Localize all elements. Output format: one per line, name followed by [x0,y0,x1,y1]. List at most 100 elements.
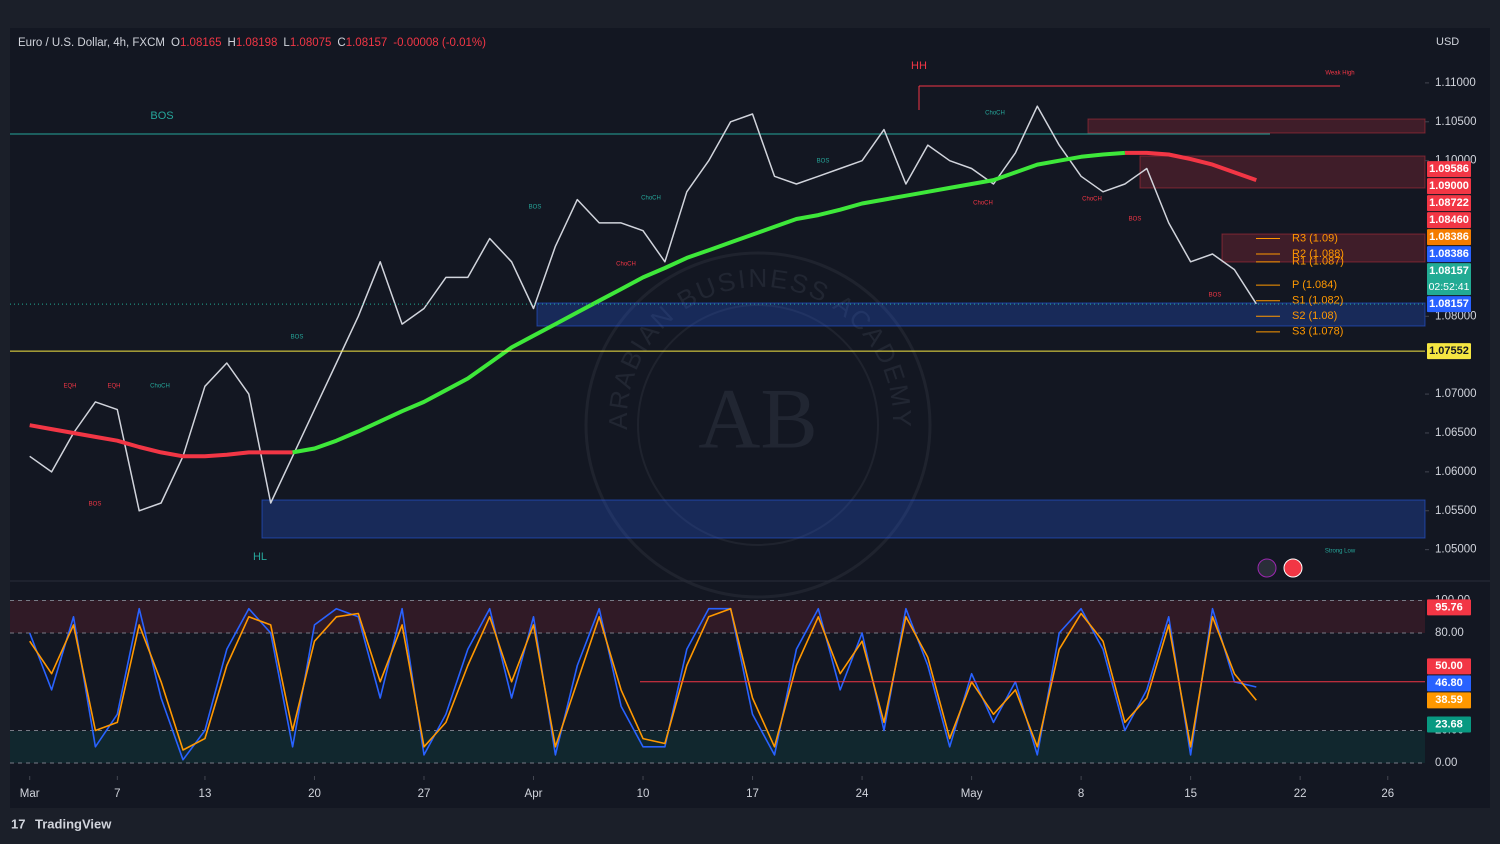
pivot-label: S1 (1.082) [1292,295,1343,307]
header-item: 1.08157 [346,37,388,49]
brand: TradingView [35,816,112,831]
demand-zone [261,499,1426,539]
price-badge [1427,246,1471,263]
pivot-label: R3 (1.09) [1292,232,1338,244]
price-badge [1427,212,1471,229]
price-badge-label: 95.76 [1435,601,1463,613]
x-tick-label: 7 [114,788,120,800]
brand-logo: 17 [11,816,25,831]
price-badge-label: 1.08157 [1429,298,1469,310]
structure-label: EQH [63,384,76,390]
structure-label: HL [253,551,267,563]
pivot-label: P (1.084) [1292,279,1337,291]
structure-label: BOS [817,159,830,165]
price-badge-label: 1.08386 [1429,231,1469,243]
price-badge-label: 38.59 [1435,694,1463,706]
x-tick-label: 8 [1078,788,1084,800]
price-badge [1427,675,1471,692]
price-badge-label: 23.68 [1435,718,1463,730]
y-tick-label: 1.06000 [1435,466,1477,478]
zones [10,85,1490,763]
series-line [29,105,1257,512]
price-badge-label: 1.08386 [1429,248,1469,260]
event-icon [1257,558,1277,578]
price-badge [1427,161,1471,178]
pivot-label: R1 (1.087) [1292,256,1344,268]
header-item: -0.00008 (-0.01%) [393,37,486,49]
price-badge [1427,195,1471,212]
x-tick-label: Apr [525,788,543,800]
y-tick-label: 1.05000 [1435,544,1477,556]
watermark-logo: AB [698,371,817,467]
plot-background [10,28,1490,808]
structure-label: ChoCH [641,196,661,202]
price-badge-label: 1.09000 [1429,180,1469,192]
header-item: C [337,37,345,49]
price-badge [1427,178,1471,195]
structure-label: BOS [529,205,542,211]
header: Euro / U.S. Dollar, 4h, FXCM O1.08165 H1.0… [18,37,486,49]
price-badge [1427,263,1471,296]
price-badge [1427,229,1471,246]
x-tick-label: 24 [856,788,869,800]
header-item: L [283,37,290,49]
x-tick-label: 15 [1184,788,1197,800]
structure-label: Weak High [1325,71,1354,77]
header-item: O [171,37,180,49]
overbought-band [10,600,1425,633]
y-tick-label: 80.00 [1435,627,1464,639]
price-badge [1427,658,1471,675]
currency: USD [1436,36,1459,48]
pivot-label: R2 (1.088) [1292,248,1344,260]
structure-label: ChoCH [985,111,1005,117]
supply-zone [1221,233,1426,263]
price-badge-label: 1.08157 [1429,265,1469,277]
oversold-band [10,731,1425,763]
price-badge-label: 46.80 [1435,677,1463,689]
supply-zone [1139,155,1426,189]
countdown: 02:52:41 [1429,281,1470,293]
x-tick-label: 13 [199,788,212,800]
structure-label: BOS [89,502,102,508]
price-badge [1427,599,1471,616]
x-tick-label: 22 [1294,788,1307,800]
price-badge [1427,716,1471,733]
supply-zone [1087,118,1426,134]
header-item: 1.08075 [290,37,332,49]
x-tick-label: May [961,788,983,800]
y-tick-label: 1.05500 [1435,505,1477,517]
pivot-label: S3 (1.078) [1292,326,1343,338]
watermark-ring [584,251,932,599]
price-badge-label: 50.00 [1435,660,1463,672]
header-item: H [228,37,236,49]
price-badge-label: 1.07552 [1429,345,1469,357]
y-tick-label: 0.00 [1435,757,1457,769]
y-tick-label: 1.06500 [1435,427,1477,439]
header-item: Euro / U.S. Dollar, 4h, FXCM [18,37,165,49]
x-tick-label: 27 [418,788,431,800]
demand-zone [536,302,1426,327]
series-line [28,607,1257,761]
structure-label: BOS [150,110,173,122]
price-badge [1427,296,1471,313]
structure-label: ChoCH [973,201,993,207]
header-item: 1.08165 [180,37,222,49]
pivot-label: S2 (1.08) [1292,310,1337,322]
price-badge-label: 1.09586 [1429,163,1469,175]
y-tick-label: 1.10500 [1435,116,1477,128]
symbol-info: Euro / U.S. Dollar, 4h, FXCM O1.08165 H1.0… [18,37,486,49]
price-badge-label: 1.08460 [1429,214,1469,226]
structure-label: ChoCH [1082,197,1102,203]
structure-label: Strong Low [1325,549,1356,555]
event-icon [1283,558,1303,578]
x-tick-label: 26 [1381,788,1394,800]
y-tick-label: 1.08000 [1435,310,1477,322]
header-item: 1.08198 [236,37,278,49]
watermark-ring [637,304,879,546]
series-line [292,150,1126,455]
x-tick-label: 20 [308,788,321,800]
y-tick-label: 1.07000 [1435,388,1477,400]
price-badge-label: 1.08722 [1429,197,1469,209]
